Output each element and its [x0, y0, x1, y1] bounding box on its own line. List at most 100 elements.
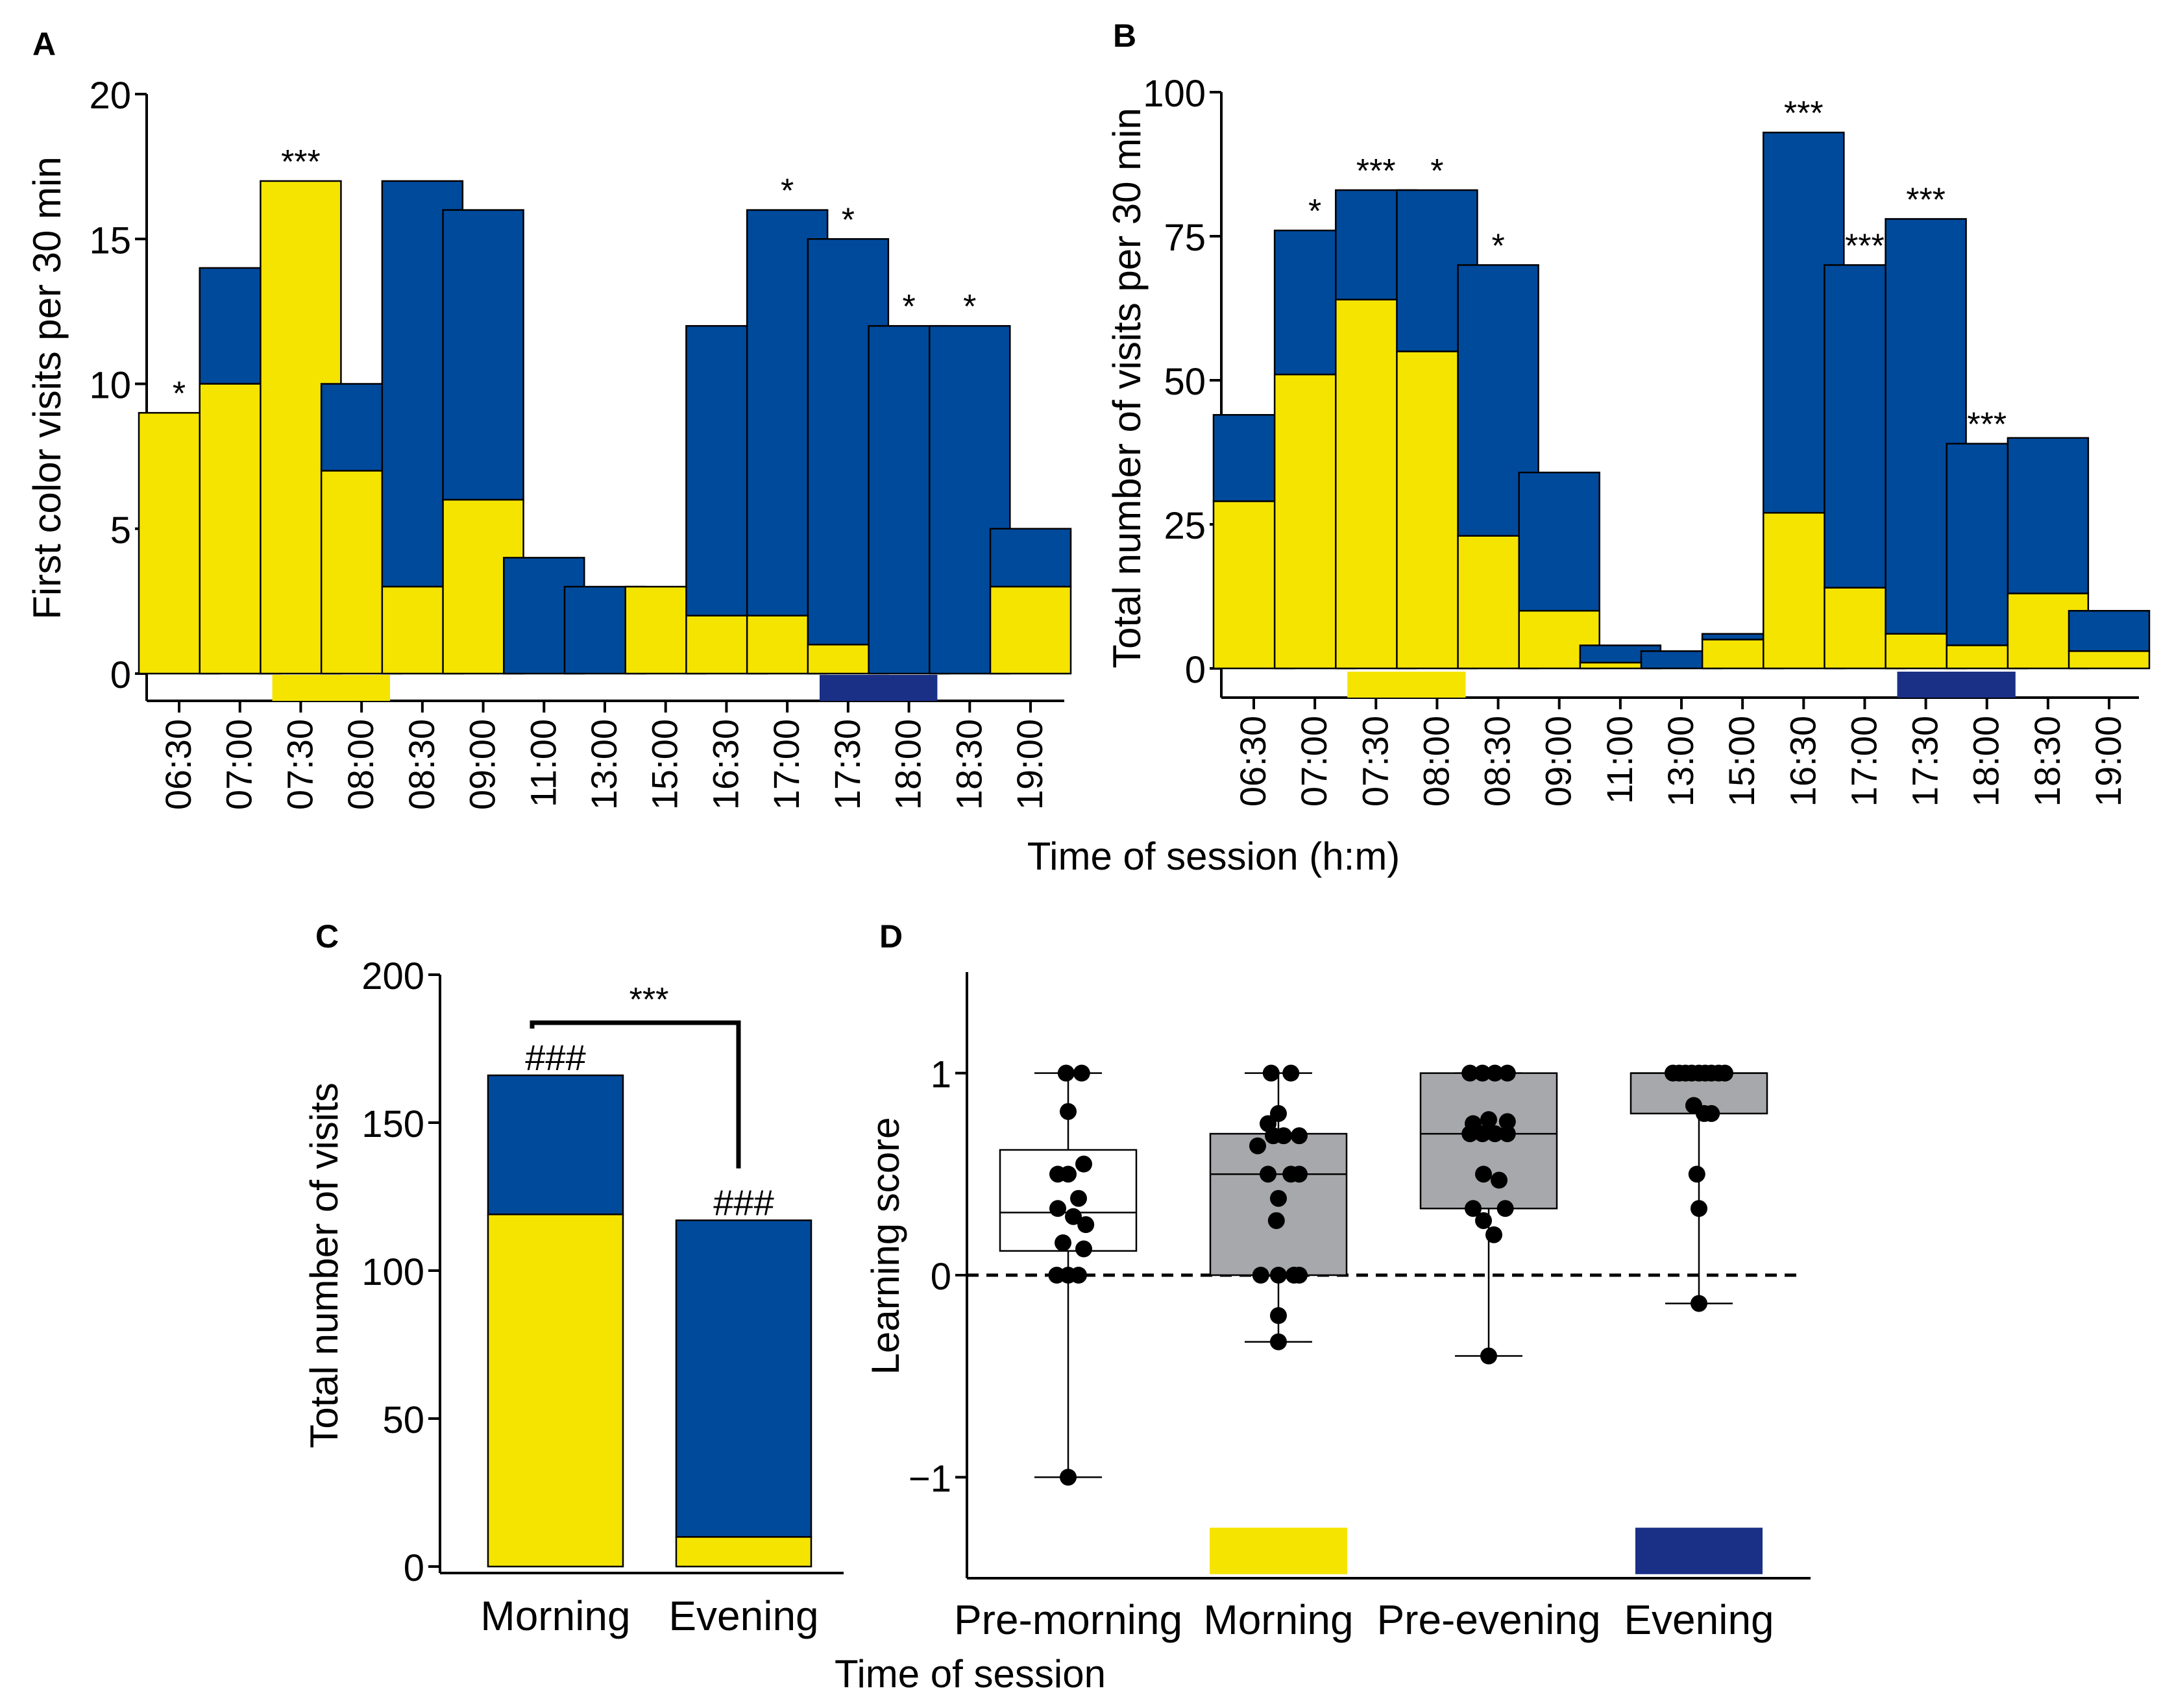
x-tick-label: Evening [668, 1592, 818, 1639]
data-point [1270, 1104, 1287, 1122]
panel-d-letter: D [879, 918, 903, 955]
x-tick-label: 07:00 [1293, 716, 1334, 807]
cd-xlabel: Time of session [835, 1652, 1106, 1696]
data-point [1270, 1333, 1287, 1350]
data-point [1060, 1469, 1077, 1486]
data-point [1073, 1064, 1090, 1082]
data-point [1262, 1064, 1280, 1082]
x-tick-label: 06:30 [1232, 716, 1273, 807]
y-tick-label: 100 [361, 1251, 424, 1293]
shared-time-xlabel: Time of session (h:m) [1027, 835, 1400, 878]
data-point [1060, 1165, 1077, 1183]
training-marker-yellow [1347, 672, 1466, 698]
significance-star: *** [1845, 227, 1885, 265]
x-tick-label: 07:30 [279, 719, 320, 810]
data-point [1485, 1226, 1502, 1243]
data-point [1075, 1155, 1092, 1173]
bar-blue [989, 528, 1072, 588]
x-tick-label: 17:00 [1843, 716, 1884, 807]
hash-label: ### [525, 1037, 585, 1078]
y-tick-label: 200 [361, 955, 424, 997]
data-point [1060, 1103, 1077, 1120]
data-point [1486, 1125, 1504, 1143]
x-tick-label: 18:00 [888, 719, 929, 810]
y-tick-label: 150 [361, 1103, 424, 1145]
data-point [1260, 1165, 1276, 1183]
data-point [1275, 1127, 1292, 1145]
significance-star: * [963, 288, 976, 326]
significance-star: *** [1906, 181, 1946, 219]
data-point [1691, 1200, 1707, 1217]
x-tick-label: 11:00 [522, 719, 563, 807]
x-tick-label: 13:00 [583, 719, 624, 810]
box [1419, 1072, 1558, 1210]
x-tick-label: Evening [1624, 1596, 1774, 1643]
data-point [1270, 1267, 1287, 1284]
x-tick-label: Morning [480, 1592, 630, 1639]
bar-blue [675, 1219, 812, 1538]
data-point [1491, 1171, 1508, 1189]
data-point [1270, 1307, 1287, 1324]
significance-star: * [173, 375, 186, 413]
data-point [1480, 1111, 1497, 1128]
training-marker-navy [820, 675, 938, 701]
x-tick-label: 11:00 [1599, 716, 1640, 804]
bar-yellow [2068, 650, 2151, 670]
bar-yellow [989, 585, 1072, 675]
data-point [1291, 1165, 1308, 1183]
x-tick-label: 06:30 [158, 719, 199, 810]
x-tick-label: 17:30 [827, 719, 868, 810]
panel-c-ylabel: Total number of visits [302, 1082, 346, 1448]
data-point [1049, 1200, 1066, 1217]
x-tick-label: 08:30 [1477, 716, 1518, 807]
significance-star: *** [1356, 152, 1396, 190]
training-marker-navy [1897, 672, 2016, 698]
data-point [1252, 1267, 1269, 1284]
x-tick-label: Pre-evening [1376, 1596, 1600, 1643]
data-point [1282, 1064, 1300, 1082]
data-point [1249, 1137, 1266, 1154]
significance-star: * [781, 173, 794, 210]
bar-blue [1518, 471, 1600, 612]
y-tick-label: 100 [1143, 73, 1206, 115]
significance-star: *** [1967, 406, 2007, 444]
data-point [1077, 1216, 1095, 1234]
x-tick-label: 08:30 [401, 719, 442, 810]
data-point [1065, 1208, 1082, 1225]
data-point [1475, 1165, 1492, 1183]
training-marker-yellow [1210, 1528, 1347, 1574]
x-tick-label: 17:00 [766, 719, 807, 810]
panel-a-letter: A [32, 26, 56, 62]
data-point [1475, 1212, 1492, 1229]
x-tick-label: 09:00 [1538, 716, 1579, 807]
x-tick-label: 07:30 [1354, 716, 1395, 807]
panel-c-letter: C [315, 918, 339, 955]
x-tick-label: 16:30 [705, 719, 746, 810]
bar-yellow [487, 1214, 624, 1568]
panel-b-letter: B [1113, 18, 1136, 54]
x-tick-label: 09:00 [462, 719, 503, 810]
x-tick-label: 18:30 [948, 719, 989, 810]
data-point [1461, 1125, 1479, 1143]
significance-star: * [1430, 152, 1443, 190]
data-point [1703, 1104, 1720, 1122]
data-point [1474, 1125, 1491, 1143]
data-point [1688, 1165, 1705, 1183]
significance-star: * [902, 288, 915, 326]
y-tick-label: 25 [1164, 505, 1206, 547]
x-tick-label: 18:30 [2027, 716, 2068, 807]
bar-yellow [675, 1536, 812, 1568]
x-tick-label: 13:00 [1660, 716, 1701, 807]
data-point [1291, 1267, 1308, 1284]
panel-c-chart: 0 50 100 150 200 ### Morning ### Evening *** [361, 955, 844, 1639]
data-point [1055, 1234, 1071, 1252]
data-point [1057, 1064, 1075, 1082]
bar-blue [2068, 609, 2151, 652]
data-point [1070, 1190, 1087, 1207]
y-tick-label: 15 [89, 219, 131, 262]
data-point [1716, 1064, 1733, 1082]
panel-d-chart: −1 0 1 Pre-morning Morning Pre-evening Evening [909, 972, 1811, 1643]
data-point [1480, 1347, 1497, 1365]
